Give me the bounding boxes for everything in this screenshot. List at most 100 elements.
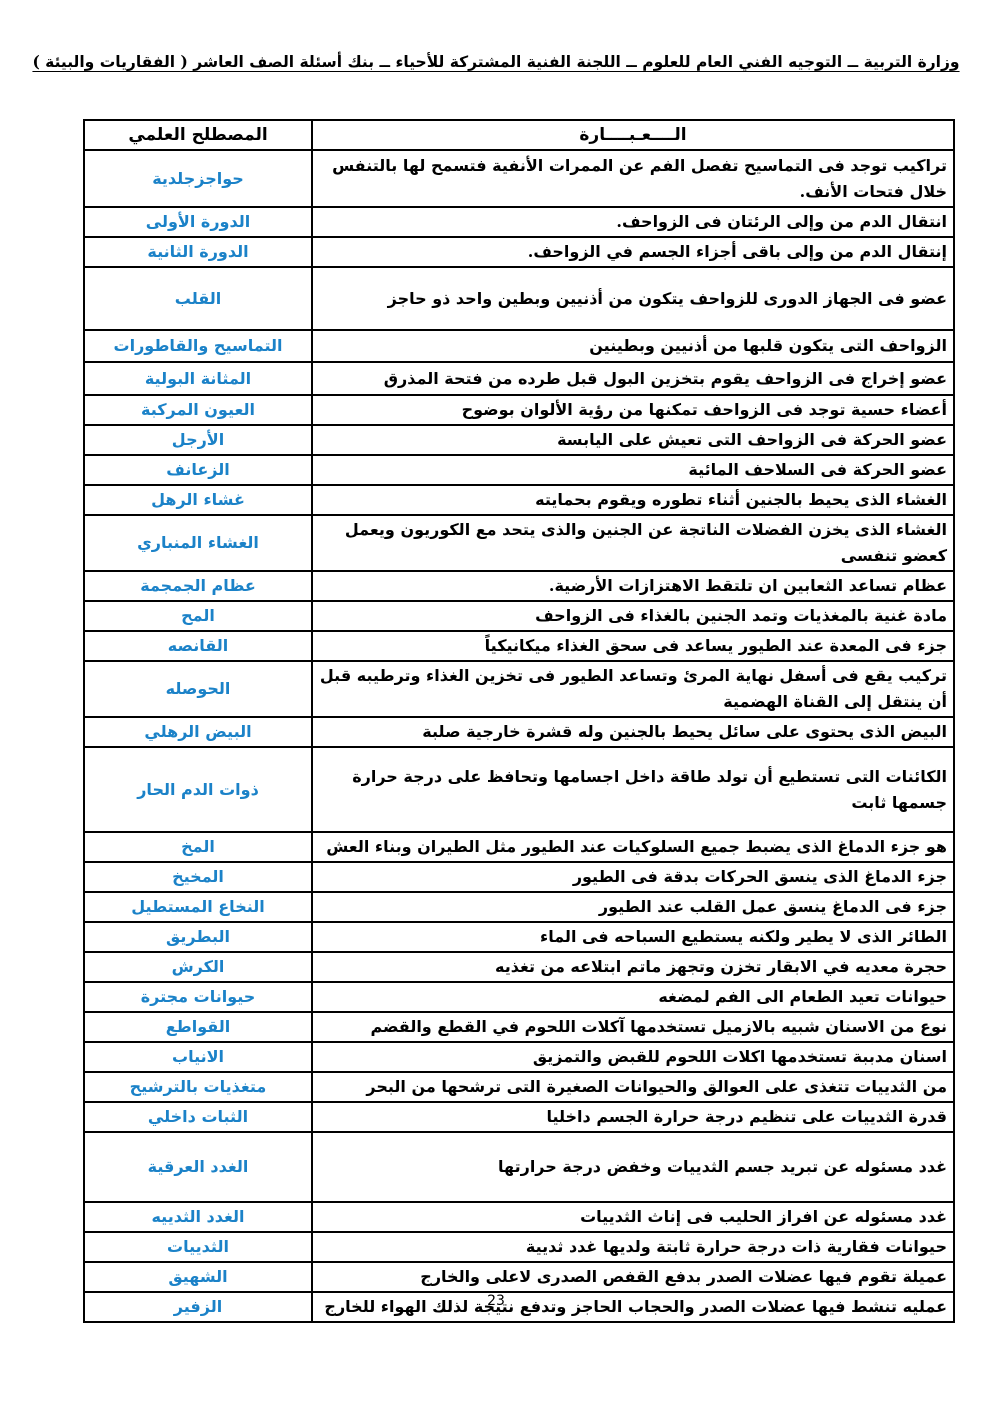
phrase-cell: البيض الذى يحتوى على سائل يحيط بالجنين و… [311, 716, 955, 748]
phrase-cell: حيوانات تعيد الطعام الى الفم لمضغه [311, 981, 955, 1013]
table-row: مادة غنية بالمغذيات وتمد الجنين بالغذاء … [83, 600, 955, 632]
table-row: قدرة الثدييات على تنظيم درجة حرارة الجسم… [83, 1101, 955, 1133]
phrase-cell: غدد مسئوله عن افراز الحليب فى إناث الثدي… [311, 1201, 955, 1233]
table-row: الطائر الذى لا يطير ولكنه يستطيع السباحه… [83, 921, 955, 953]
table-row: من الثدييات تتغذى على العوالق والحيوانات… [83, 1071, 955, 1103]
phrase-cell: جزء فى المعدة عند الطيور يساعد فى سحق ال… [311, 630, 955, 662]
phrase-cell: من الثدييات تتغذى على العوالق والحيوانات… [311, 1071, 955, 1103]
table-row: عمليه تنشط فيها عضلات الصدر والحجاب الحا… [83, 1291, 955, 1323]
phrase-cell: تراكيب توجد فى التماسيح تفصل الفم عن الم… [311, 149, 955, 208]
table-row: الغشاء الذى يحيط بالجنين أثناء تطوره ويق… [83, 484, 955, 516]
term-cell: الانياب [83, 1041, 313, 1073]
table-row: نوع من الاسنان شبيه بالازميل تستخدمها آك… [83, 1011, 955, 1043]
phrase-cell: عضو إخراج فى الزواحف يقوم بتخزين البول ق… [311, 361, 955, 396]
table-row: هو جزء الدماغ الذى يضبط جميع السلوكيات ع… [83, 831, 955, 863]
term-cell: العيون المركبة [83, 394, 313, 426]
table-row: إنتقال الدم من وإلى باقى أجزاء الجسم في … [83, 236, 955, 268]
document-header: وزارة التربية ــ التوجيه الفني العام للع… [0, 52, 992, 71]
table-row: حجرة معديه في الابقار تخزن وتجهز ماتم اب… [83, 951, 955, 983]
phrase-cell: حجرة معديه في الابقار تخزن وتجهز ماتم اب… [311, 951, 955, 983]
table-row: جزء الدماغ الذى ينسق الحركات بدقة فى الط… [83, 861, 955, 893]
table-row: حيوانات فقارية ذات درجة حرارة ثابتة ولدي… [83, 1231, 955, 1263]
table-row: عميلة تقوم فيها عضلات الصدر بدفع القفص ا… [83, 1261, 955, 1293]
term-cell: الغشاء المنباري [83, 514, 313, 572]
phrase-cell: عميلة تقوم فيها عضلات الصدر بدفع القفص ا… [311, 1261, 955, 1293]
term-cell: الدورة الأولى [83, 206, 313, 238]
table-row: عضو إخراج فى الزواحف يقوم بتخزين البول ق… [83, 361, 955, 396]
term-cell: حيوانات مجترة [83, 981, 313, 1013]
term-cell: القلب [83, 266, 313, 331]
table-row: تركيب يقع فى أسفل نهاية المرئ وتساعد الط… [83, 660, 955, 718]
table-row: عضو الحركة فى السلاحف المائية الزعانف [83, 454, 955, 486]
term-cell: الدورة الثانية [83, 236, 313, 268]
phrase-cell: عضو الحركة فى الزواحف التى تعيش على اليا… [311, 424, 955, 456]
term-cell: الغدد الثدييه [83, 1201, 313, 1233]
document-header-text: وزارة التربية ــ التوجيه الفني العام للع… [32, 52, 960, 71]
term-cell: البطريق [83, 921, 313, 953]
phrase-cell: عظام تساعد الثعابين ان تلتقط الاهتزازات … [311, 570, 955, 602]
term-cell: المخ [83, 831, 313, 863]
term-cell: حواجزجلدية [83, 149, 313, 208]
phrase-cell: غدد مسئوله عن تبريد جسم الثدييات وخفض در… [311, 1131, 955, 1203]
phrase-cell: حيوانات فقارية ذات درجة حرارة ثابتة ولدي… [311, 1231, 955, 1263]
term-cell: متغذيات بالترشيح [83, 1071, 313, 1103]
term-cell: التماسيح والقاطورات [83, 329, 313, 363]
phrase-cell: اسنان مدببة تستخدمها اكلات اللحوم للقبض … [311, 1041, 955, 1073]
term-cell: المح [83, 600, 313, 632]
table-row: أعضاء حسية توجد فى الزواحف تمكنها من رؤي… [83, 394, 955, 426]
table-row: انتقال الدم من وإلى الرئتان فى الزواحف. ا… [83, 206, 955, 238]
phrase-cell: الغشاء الذى يخزن الفضلات الناتجة عن الجن… [311, 514, 955, 572]
term-cell: النخاع المستطيل [83, 891, 313, 923]
phrase-cell: إنتقال الدم من وإلى باقى أجزاء الجسم في … [311, 236, 955, 268]
term-cell: الكرش [83, 951, 313, 983]
phrase-cell: جزء فى الدماغ ينسق عمل القلب عند الطيور [311, 891, 955, 923]
table-row: الكائنات التى تستطيع أن تولد طاقة داخل ا… [83, 746, 955, 833]
phrase-cell: قدرة الثدييات على تنظيم درجة حرارة الجسم… [311, 1101, 955, 1133]
term-cell: الثدييات [83, 1231, 313, 1263]
phrase-cell: الزواحف التى يتكون قلبها من أذنيين وبطين… [311, 329, 955, 363]
phrase-cell: انتقال الدم من وإلى الرئتان فى الزواحف. [311, 206, 955, 238]
phrase-column-header: الــــعـبــــارة [311, 119, 955, 151]
page-number: 23 [487, 1293, 505, 1309]
phrase-cell: عمليه تنشط فيها عضلات الصدر والحجاب الحا… [311, 1291, 955, 1323]
table-row: حيوانات تعيد الطعام الى الفم لمضغه حيوانا… [83, 981, 955, 1013]
phrase-cell: الغشاء الذى يحيط بالجنين أثناء تطوره ويق… [311, 484, 955, 516]
term-cell: المخيخ [83, 861, 313, 893]
table-row: البيض الذى يحتوى على سائل يحيط بالجنين و… [83, 716, 955, 748]
table-row: جزء فى الدماغ ينسق عمل القلب عند الطيور ا… [83, 891, 955, 923]
table-row: جزء فى المعدة عند الطيور يساعد فى سحق ال… [83, 630, 955, 662]
table-row: تراكيب توجد فى التماسيح تفصل الفم عن الم… [83, 149, 955, 208]
table-row: اسنان مدببة تستخدمها اكلات اللحوم للقبض … [83, 1041, 955, 1073]
phrase-cell: الطائر الذى لا يطير ولكنه يستطيع السباحه… [311, 921, 955, 953]
phrase-cell: جزء الدماغ الذى ينسق الحركات بدقة فى الط… [311, 861, 955, 893]
term-cell: المثانة البولية [83, 361, 313, 396]
table-row: عضو فى الجهاز الدورى للزواحف يتكون من أذ… [83, 266, 955, 331]
phrase-cell: الكائنات التى تستطيع أن تولد طاقة داخل ا… [311, 746, 955, 833]
terms-table-body: تراكيب توجد فى التماسيح تفصل الفم عن الم… [83, 149, 955, 1323]
phrase-cell: تركيب يقع فى أسفل نهاية المرئ وتساعد الط… [311, 660, 955, 718]
term-cell: القانصه [83, 630, 313, 662]
table-row: غدد مسئوله عن تبريد جسم الثدييات وخفض در… [83, 1131, 955, 1203]
phrase-cell: مادة غنية بالمغذيات وتمد الجنين بالغذاء … [311, 600, 955, 632]
table-row: الغشاء الذى يخزن الفضلات الناتجة عن الجن… [83, 514, 955, 572]
term-cell: القواطع [83, 1011, 313, 1043]
table-row: عضو الحركة فى الزواحف التى تعيش على اليا… [83, 424, 955, 456]
term-cell: الغدد العرقية [83, 1131, 313, 1203]
phrase-cell: أعضاء حسية توجد فى الزواحف تمكنها من رؤي… [311, 394, 955, 426]
term-cell: عظام الجمجمة [83, 570, 313, 602]
term-cell: الزعانف [83, 454, 313, 486]
table-row: الزواحف التى يتكون قلبها من أذنيين وبطين… [83, 329, 955, 363]
table-header-row: الــــعـبــــارة المصطلح العلمي [83, 119, 955, 151]
table-row: غدد مسئوله عن افراز الحليب فى إناث الثدي… [83, 1201, 955, 1233]
term-cell: الأرجل [83, 424, 313, 456]
terms-table: الــــعـبــــارة المصطلح العلمي تراكيب ت… [83, 119, 955, 1323]
table-row: عظام تساعد الثعابين ان تلتقط الاهتزازات … [83, 570, 955, 602]
phrase-cell: عضو فى الجهاز الدورى للزواحف يتكون من أذ… [311, 266, 955, 331]
phrase-cell: هو جزء الدماغ الذى يضبط جميع السلوكيات ع… [311, 831, 955, 863]
term-cell: البيض الرهلي [83, 716, 313, 748]
phrase-cell: عضو الحركة فى السلاحف المائية [311, 454, 955, 486]
term-cell: الحوصله [83, 660, 313, 718]
term-cell: الثبات داخلي [83, 1101, 313, 1133]
term-cell: الزفير [83, 1291, 313, 1323]
